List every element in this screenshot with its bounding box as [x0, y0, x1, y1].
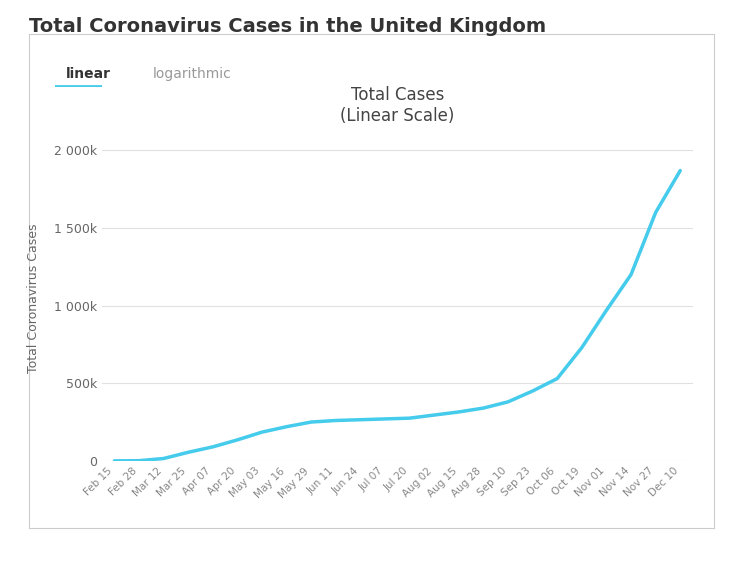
Text: logarithmic: logarithmic — [153, 67, 232, 81]
Title: Total Cases
(Linear Scale): Total Cases (Linear Scale) — [340, 86, 454, 125]
Text: linear: linear — [66, 67, 111, 81]
Y-axis label: Total Coronavirus Cases: Total Coronavirus Cases — [27, 223, 40, 373]
Text: Total Coronavirus Cases in the United Kingdom: Total Coronavirus Cases in the United Ki… — [29, 17, 546, 36]
